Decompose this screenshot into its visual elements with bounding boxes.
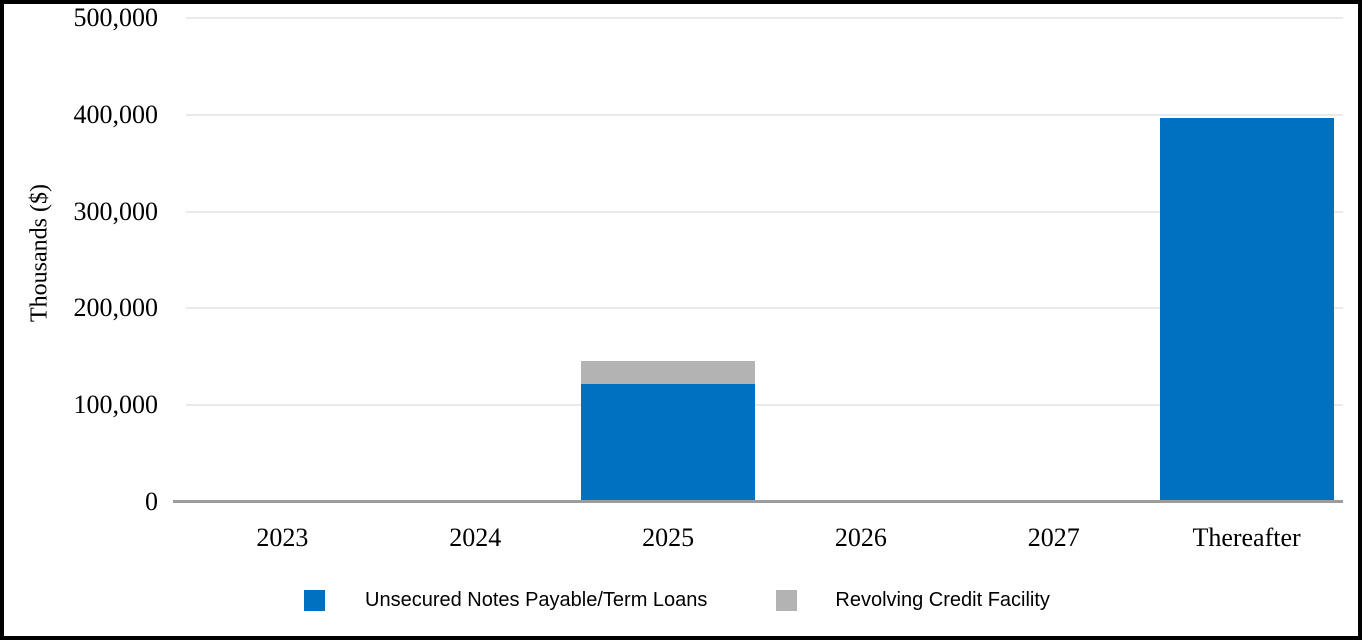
legend-swatch-unsecured-notes bbox=[304, 589, 325, 611]
bar-segment bbox=[1159, 117, 1334, 502]
y-tick-label: 400,000 bbox=[73, 99, 159, 129]
x-axis-label: 2024 bbox=[449, 523, 502, 552]
legend-swatch-revolving-credit bbox=[776, 589, 798, 611]
x-axis-label: 2027 bbox=[1027, 523, 1080, 552]
gridline bbox=[186, 404, 1343, 407]
y-tick-label: 100,000 bbox=[73, 390, 159, 420]
x-axis-label: 2025 bbox=[642, 523, 695, 552]
y-tick-label: 300,000 bbox=[73, 196, 159, 226]
y-tick-label: 500,000 bbox=[73, 3, 159, 32]
gridline bbox=[186, 17, 1343, 19]
bar-segment bbox=[581, 360, 756, 384]
gridline bbox=[186, 113, 1343, 116]
x-axis-label: Thereafter bbox=[1192, 523, 1301, 552]
bar-segment bbox=[581, 383, 756, 502]
legend-label-revolving-credit: Revolving Credit Facility bbox=[835, 588, 1050, 611]
y-axis-tick-labels: 0 100,000 200,000 300,000 400,000 500,000 bbox=[26, 4, 159, 516]
y-tick-label: 0 bbox=[145, 487, 158, 516]
chart-legend: Unsecured Notes Payable/Term Loans Revol… bbox=[304, 588, 1050, 612]
x-axis-label: 2023 bbox=[256, 523, 309, 552]
x-axis-label: 2026 bbox=[834, 523, 887, 552]
x-axis-line bbox=[173, 500, 1343, 503]
y-tick-label: 200,000 bbox=[73, 293, 159, 323]
plot-area bbox=[173, 17, 1343, 503]
legend-label-unsecured-notes: Unsecured Notes Payable/Term Loans bbox=[365, 588, 708, 611]
x-axis-labels: 2023 2024 2025 2026 2027 Thereafter bbox=[186, 518, 1343, 558]
gridline bbox=[186, 307, 1343, 310]
gridline bbox=[186, 210, 1343, 213]
